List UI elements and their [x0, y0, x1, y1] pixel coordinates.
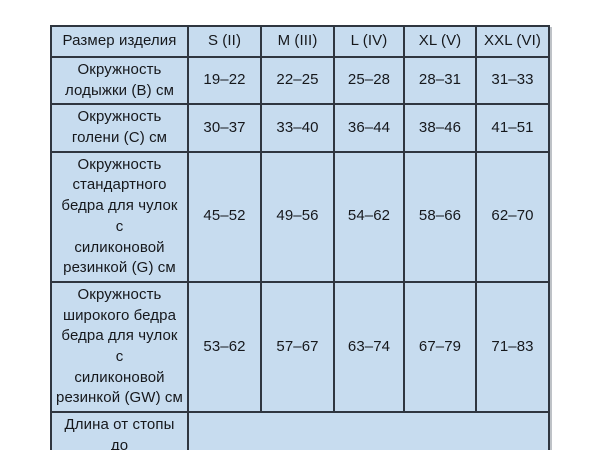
value-cell: 19–22 [187, 55, 262, 106]
table-row-length: Длина от стопы до измерения G/GW (AG) см… [50, 411, 550, 450]
row-label-cell: Длина от стопы до измерения G/GW (AG) см [50, 411, 189, 450]
header-cell-size-xl: XL (V) [403, 25, 477, 58]
value-cell: 49–56 [260, 150, 335, 283]
value-cell: 31–33 [475, 55, 550, 106]
value-cell: 22–25 [260, 55, 335, 106]
value-cell: 57–67 [260, 280, 335, 414]
header-cell-size-l: L (IV) [333, 25, 405, 58]
value-cell: 25–28 [333, 55, 405, 106]
value-cell: 33–40 [260, 103, 335, 153]
value-cell: 38–46 [403, 103, 477, 153]
table-row-wide-thigh: Окружность широкого бедра бедра для чуло… [50, 280, 550, 414]
value-cell: 54–62 [333, 150, 405, 283]
row-label-cell: Окружность широкого бедра бедра для чуло… [50, 280, 189, 414]
value-cell: 28–31 [403, 55, 477, 106]
header-cell-product-size: Размер изделия [50, 25, 189, 58]
value-cell: 62–70 [475, 150, 550, 283]
row-label-cell: Окружность голени (C) см [50, 103, 189, 153]
value-cell: 36–44 [333, 103, 405, 153]
value-cell: 53–62 [187, 280, 262, 414]
header-cell-size-xxl: XXL (VI) [475, 25, 550, 58]
table-row-ankle: Окружность лодыжки (B) см 19–22 22–25 25… [50, 55, 550, 106]
table-row-calf: Окружность голени (C) см 30–37 33–40 36–… [50, 103, 550, 153]
value-cell: 71–83 [475, 280, 550, 414]
row-label-cell: Окружность стандартного бедра для чулок … [50, 150, 189, 283]
header-cell-size-m: M (III) [260, 25, 335, 58]
value-cell: 30–37 [187, 103, 262, 153]
value-cell: 63–74 [333, 280, 405, 414]
merged-value-cell: Стандартная 65–83 [187, 411, 550, 450]
table-header-row: Размер изделия S (II) M (III) L (IV) XL … [50, 25, 550, 58]
row-label-cell: Окружность лодыжки (B) см [50, 55, 189, 106]
header-cell-size-s: S (II) [187, 25, 262, 58]
table-row-standard-thigh: Окружность стандартного бедра для чулок … [50, 150, 550, 283]
size-chart-table: Размер изделия S (II) M (III) L (IV) XL … [50, 25, 550, 450]
value-cell: 67–79 [403, 280, 477, 414]
value-cell: 45–52 [187, 150, 262, 283]
value-cell: 58–66 [403, 150, 477, 283]
value-cell: 41–51 [475, 103, 550, 153]
